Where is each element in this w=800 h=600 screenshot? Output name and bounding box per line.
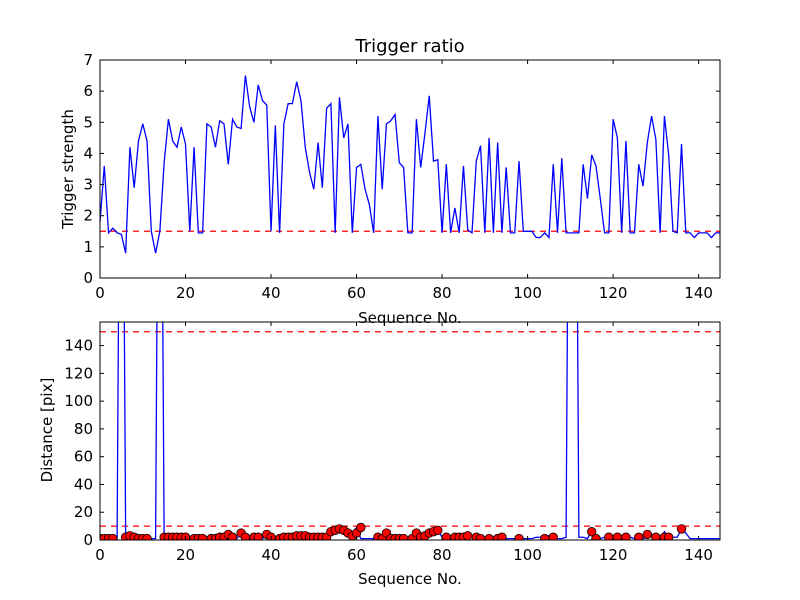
y-axis-label: Distance [pix] xyxy=(38,378,56,483)
y-tick-label: 120 xyxy=(64,364,93,382)
data-point xyxy=(227,532,238,540)
y-tick-label: 0 xyxy=(83,269,93,287)
y-tick-label: 100 xyxy=(64,392,93,410)
x-tick-label: 120 xyxy=(599,284,628,302)
x-tick-label: 20 xyxy=(176,546,195,564)
y-tick-label: 5 xyxy=(83,113,93,131)
data-point xyxy=(463,531,473,540)
x-tick-label: 0 xyxy=(95,546,105,564)
data-point xyxy=(142,533,152,540)
x-tick-label: 60 xyxy=(347,546,366,564)
y-tick-label: 60 xyxy=(74,448,93,466)
y-tick-label: 40 xyxy=(74,475,93,493)
y-tick-label: 2 xyxy=(83,207,93,225)
y-axis-label: Trigger strength xyxy=(59,109,77,230)
y-tick-label: 7 xyxy=(83,51,93,69)
plot-area: 0 20 40 60 80 100 120 140 0 1 2 3 4 5 6 7 xyxy=(83,51,721,302)
x-tick-label: 100 xyxy=(513,546,542,564)
y-tick-label: 1 xyxy=(83,238,93,256)
x-tick-label: 20 xyxy=(176,284,195,302)
y-tick-label: 4 xyxy=(83,144,93,162)
distance-chart: Distance [pix] Sequence No. 0 20 40 60 80 100… xyxy=(38,321,721,588)
data-point xyxy=(591,533,601,540)
data-point xyxy=(642,529,653,540)
data-point xyxy=(356,522,366,533)
axes-frame xyxy=(99,59,721,279)
x-tick-label: 140 xyxy=(684,546,713,564)
data-point xyxy=(253,532,263,540)
x-tick-label: 100 xyxy=(513,284,542,302)
series-line xyxy=(100,75,720,254)
y-tick-label: 3 xyxy=(83,176,93,194)
plot-content xyxy=(100,75,720,254)
x-tick-label: 80 xyxy=(433,284,452,302)
y-tick-label: 80 xyxy=(74,420,93,438)
chart-title: Trigger ratio xyxy=(354,36,464,57)
y-tick-label: 20 xyxy=(74,503,93,521)
axes-frame xyxy=(99,321,721,541)
data-point xyxy=(514,533,524,540)
data-point xyxy=(621,532,631,540)
plot-area: 0 20 40 60 80 100 120 140 0 20 40 60 80 100 120 140 xyxy=(64,321,721,564)
data-point xyxy=(676,524,687,534)
x-axis-label: Sequence No. xyxy=(358,309,462,327)
data-point xyxy=(548,532,558,540)
x-axis-label: Sequence No. xyxy=(358,570,462,588)
y-tick-label: 6 xyxy=(83,82,93,100)
y-tick-label: 0 xyxy=(83,531,93,549)
data-point xyxy=(497,532,507,540)
x-tick-label: 40 xyxy=(261,284,280,302)
data-point xyxy=(634,532,644,540)
data-point xyxy=(587,526,597,537)
data-point xyxy=(663,532,674,540)
x-tick-label: 0 xyxy=(95,284,105,302)
x-tick-label: 40 xyxy=(261,546,280,564)
x-tick-label: 120 xyxy=(599,546,628,564)
data-point xyxy=(433,525,443,535)
x-tick-label: 80 xyxy=(433,546,452,564)
y-tick-label: 140 xyxy=(64,337,93,355)
x-tick-label: 140 xyxy=(684,284,713,302)
data-point xyxy=(108,533,118,540)
x-tick-label: 60 xyxy=(347,284,366,302)
